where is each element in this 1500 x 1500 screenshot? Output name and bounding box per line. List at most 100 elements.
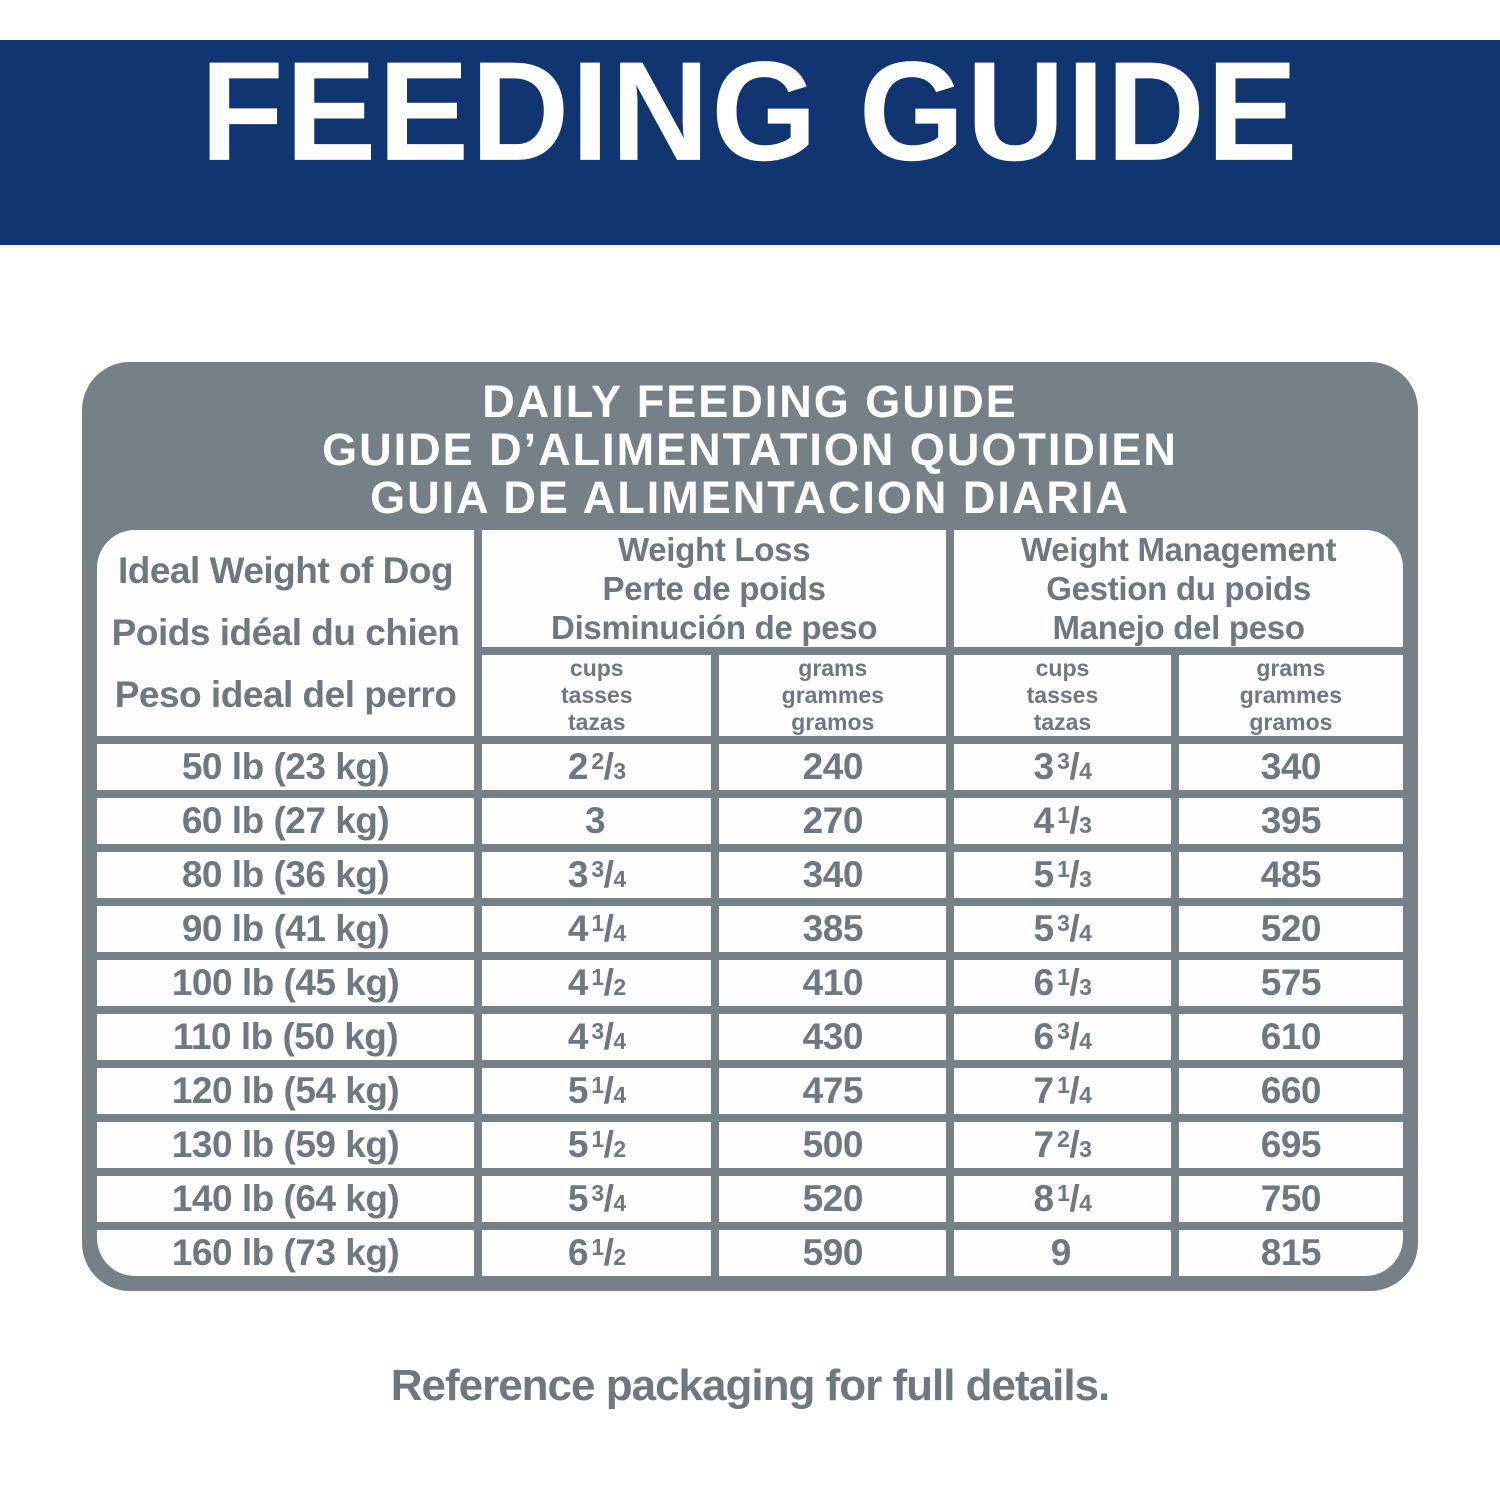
cups-denominator: 4	[613, 866, 626, 892]
cups-denominator: 4	[613, 1028, 626, 1054]
fraction-slash: /	[603, 1016, 614, 1057]
cups-whole: 3	[584, 800, 606, 841]
weight-cell: 60 lb (27 kg)	[97, 798, 475, 844]
table-row: 80 lb (36 kg) 3 3/4 340 5 1/3 485	[97, 852, 1403, 898]
table-row: 140 lb (64 kg) 5 3/4 520 8 1/4 750	[97, 1176, 1403, 1222]
cups-whole: 7	[1033, 1070, 1055, 1111]
wl-grams-cell: 500	[719, 1122, 947, 1168]
weight-management-line-en: Weight Management	[1021, 531, 1337, 568]
wm-grams-cell: 660	[1178, 1068, 1403, 1114]
cups-denominator: 4	[613, 920, 626, 946]
cups-numerator: 1	[1057, 1071, 1070, 1098]
cups-numerator: 1	[1057, 963, 1070, 990]
table-row: 130 lb (59 kg) 5 1/2 500 7 2/3 695	[97, 1122, 1403, 1168]
wm-cups-cell: 6 1/3	[954, 960, 1171, 1006]
cups-denominator: 4	[1079, 1082, 1092, 1108]
fraction-slash: /	[603, 854, 614, 895]
wl-cups-cell: 2 2/3	[482, 744, 712, 790]
cups-whole: 8	[1033, 1178, 1055, 1219]
wl-cups-cell: 5 1/2	[482, 1122, 712, 1168]
table-row: 60 lb (27 kg) 3 270 4 1/3 395	[97, 798, 1403, 844]
wl-grams-cell: 240	[719, 744, 947, 790]
wl-grams-subheader: grams grammes gramos	[719, 655, 947, 736]
wl-grams-cell: 520	[719, 1176, 947, 1222]
fraction-slash: /	[1069, 746, 1080, 787]
wm-cups-cell: 6 3/4	[954, 1014, 1171, 1060]
wm-cups-subheader: cups tasses tazas	[954, 655, 1171, 736]
cups-denominator: 4	[1079, 1190, 1092, 1216]
wl-grams-cell: 270	[719, 798, 947, 844]
cups-whole: 5	[1033, 908, 1055, 949]
table-row: 160 lb (73 kg) 6 1/2 590 9 815	[97, 1230, 1403, 1276]
cups-numerator: 1	[591, 963, 604, 990]
cups-whole: 5	[567, 1178, 589, 1219]
cups-whole: 4	[567, 1016, 589, 1057]
wm-grams-cell: 815	[1178, 1230, 1403, 1276]
weight-cell: 90 lb (41 kg)	[97, 906, 475, 952]
cups-numerator: 2	[591, 747, 604, 774]
cups-numerator: 2	[1057, 1125, 1070, 1152]
wm-grams-cell: 750	[1178, 1176, 1403, 1222]
fraction-slash: /	[1069, 854, 1080, 895]
fraction-slash: /	[603, 1070, 614, 1111]
weight-cell: 140 lb (64 kg)	[97, 1176, 475, 1222]
feeding-guide-banner: FEEDING GUIDE	[0, 31, 1500, 245]
weight-loss-line-en: Weight Loss	[617, 531, 811, 568]
wm-cups-cell: 7 1/4	[954, 1068, 1171, 1114]
cups-denominator: 2	[613, 974, 626, 1000]
wm-cups-cell: 4 1/3	[954, 798, 1171, 844]
wm-grams-subheader: grams grammes gramos	[1178, 655, 1403, 736]
weight-management-line-fr: Gestion du poids	[1046, 570, 1311, 607]
cups-whole: 3	[1033, 746, 1055, 787]
weight-cell: 80 lb (36 kg)	[97, 852, 475, 898]
cups-whole: 5	[567, 1070, 589, 1111]
cups-denominator: 2	[613, 1136, 626, 1162]
fraction-slash: /	[1069, 1016, 1080, 1057]
cups-whole: 9	[1050, 1232, 1072, 1273]
wl-cups-line-fr: tasses	[560, 682, 633, 708]
wm-cups-cell: 7 2/3	[954, 1122, 1171, 1168]
cups-denominator: 4	[613, 1190, 626, 1216]
cups-denominator: 2	[613, 1244, 626, 1270]
footer-note: Reference packaging for full details.	[390, 1361, 1111, 1410]
ideal-weight-line-en: Ideal Weight of Dog	[117, 550, 454, 591]
weight-management-group-header: Weight Management Gestion du poids Manej…	[954, 530, 1403, 647]
cups-denominator: 3	[1079, 1136, 1092, 1162]
daily-feeding-guide-panel: DAILY FEEDING GUIDE GUIDE D’ALIMENTATION…	[82, 362, 1418, 1291]
fraction-slash: /	[603, 1124, 614, 1165]
wm-cups-cell: 5 3/4	[954, 906, 1171, 952]
cups-numerator: 1	[591, 1233, 604, 1260]
wm-grams-line-es: gramos	[1249, 709, 1333, 735]
table-row: 110 lb (50 kg) 4 3/4 430 6 3/4 610	[97, 1014, 1403, 1060]
fraction-slash: /	[1069, 1124, 1080, 1165]
cups-denominator: 4	[1079, 758, 1092, 784]
wm-grams-line-fr: grammes	[1239, 682, 1343, 708]
weight-loss-line-es: Disminución de peso	[551, 609, 878, 646]
weight-cell: 130 lb (59 kg)	[97, 1122, 475, 1168]
cups-denominator: 3	[613, 758, 626, 784]
cups-numerator: 3	[1057, 909, 1070, 936]
cups-whole: 4	[567, 962, 589, 1003]
wl-cups-cell: 4 1/4	[482, 906, 712, 952]
banner-title: FEEDING GUIDE	[200, 31, 1300, 190]
fraction-slash: /	[1069, 1070, 1080, 1111]
ideal-weight-line-fr: Poids idéal du chien	[111, 612, 460, 653]
cups-denominator: 4	[613, 1082, 626, 1108]
cups-numerator: 3	[1057, 747, 1070, 774]
table-row: 90 lb (41 kg) 4 1/4 385 5 3/4 520	[97, 906, 1403, 952]
cups-whole: 2	[567, 746, 589, 787]
fraction-slash: /	[603, 746, 614, 787]
weight-management-line-es: Manejo del peso	[1052, 609, 1305, 646]
table-row: 100 lb (45 kg) 4 1/2 410 6 1/3 575	[97, 960, 1403, 1006]
cups-numerator: 3	[1057, 1017, 1070, 1044]
cups-denominator: 3	[1079, 812, 1092, 838]
wl-cups-line-es: tazas	[567, 709, 626, 735]
wm-grams-cell: 575	[1178, 960, 1403, 1006]
ideal-weight-header: Ideal Weight of Dog Poids idéal du chien…	[97, 530, 475, 736]
cups-numerator: 3	[591, 855, 604, 882]
cups-whole: 4	[1033, 800, 1055, 841]
wm-grams-cell: 395	[1178, 798, 1403, 844]
wl-grams-cell: 385	[719, 906, 947, 952]
fraction-slash: /	[603, 908, 614, 949]
wm-grams-line-en: grams	[1256, 655, 1326, 681]
